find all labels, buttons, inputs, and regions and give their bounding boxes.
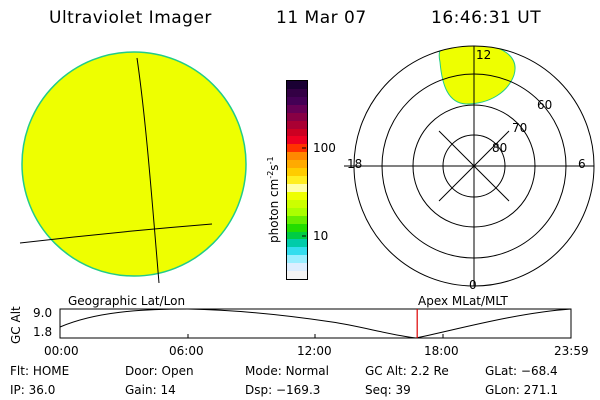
polar-label-18: 18	[347, 157, 363, 171]
colorbar-band	[287, 144, 307, 153]
info-glon: GLon: 271.1	[485, 383, 558, 397]
colorbar-band	[287, 191, 307, 200]
colorbar-band	[287, 128, 307, 137]
colorbar-band	[287, 239, 307, 248]
polar-label-12: 12	[476, 48, 492, 62]
colorbar-band	[287, 168, 307, 177]
colorbar-band	[287, 183, 307, 192]
colorbar-band	[287, 152, 307, 161]
apex-projection-title: Apex MLat/MLT	[418, 294, 508, 308]
time-tick-0600: 06:00	[169, 344, 204, 358]
polar-lat-60: 60	[537, 98, 553, 112]
info-gain: Gain: 14	[125, 383, 176, 397]
colorbar-band	[287, 136, 307, 145]
colorbar-band	[287, 120, 307, 129]
colorbar-band	[287, 247, 307, 256]
polar-label-6: 6	[578, 157, 586, 171]
image-date: 11 Mar 07	[276, 8, 367, 28]
colorbar-band	[287, 160, 307, 169]
time-tick-1800: 18:00	[424, 344, 459, 358]
info-door: Door: Open	[125, 364, 194, 378]
colorbar-band	[287, 104, 307, 113]
auroral-region	[438, 46, 516, 105]
info-dsp: Dsp: −169.3	[245, 383, 321, 397]
colorbar-band	[287, 88, 307, 97]
colorbar-band	[287, 199, 307, 208]
info-mode: Mode: Normal	[245, 364, 329, 378]
altitude-max: 9.0	[33, 306, 53, 320]
info-gc-alt: GC Alt: 2.2 Re	[365, 364, 449, 378]
colorbar-band	[287, 215, 307, 224]
colorbar-band	[287, 207, 307, 216]
colorbar-band	[287, 81, 307, 89]
colorbar-band	[287, 96, 307, 105]
time-tick-0000: 00:00	[44, 344, 79, 358]
parallel-line	[19, 223, 213, 244]
colorbar	[286, 80, 308, 280]
colorbar-band	[287, 255, 307, 264]
info-glat: GLat: −68.4	[485, 364, 558, 378]
geo-projection-title: Geographic Lat/Lon	[68, 294, 186, 308]
info-filter: Flt: HOME	[10, 364, 70, 378]
colorbar-band	[287, 263, 307, 272]
colorbar-tick-10: 10	[313, 229, 329, 243]
altitude-min: 1.8	[33, 325, 53, 339]
polar-lat-70: 70	[512, 121, 528, 135]
colorbar-band	[287, 271, 307, 279]
colorbar-band	[287, 223, 307, 232]
colorbar-band	[287, 112, 307, 121]
polar-lat-80: 80	[492, 141, 508, 155]
colorbar-band	[287, 231, 307, 240]
colorbar-tick-100: 100	[313, 141, 336, 155]
time-tick-2359: 23:59	[554, 344, 589, 358]
instrument-title: Ultraviolet Imager	[49, 8, 212, 28]
time-tick-1200: 12:00	[297, 344, 332, 358]
info-seq: Seq: 39	[365, 383, 411, 397]
polar-label-0: 0	[469, 278, 477, 292]
image-time: 16:46:31 UT	[431, 8, 542, 28]
info-ip: IP: 36.0	[10, 383, 56, 397]
colorbar-band	[287, 176, 307, 184]
meridian-line	[136, 57, 160, 284]
altitude-curve	[59, 308, 572, 339]
earth-disk	[21, 51, 247, 277]
